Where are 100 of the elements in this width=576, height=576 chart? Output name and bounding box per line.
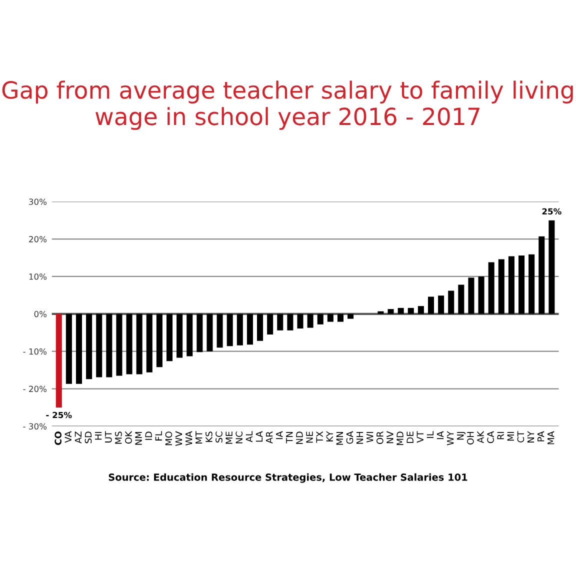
x-tick-label: WV <box>175 431 182 446</box>
x-tick-label: MO <box>165 432 172 446</box>
x-tick-label: RI <box>497 432 504 440</box>
bar <box>176 314 183 358</box>
x-tick-label: CO <box>54 432 62 445</box>
x-tick-label: NY <box>527 431 534 442</box>
bar <box>226 314 233 346</box>
bar <box>136 314 142 374</box>
bar <box>206 314 213 352</box>
x-tick-label: AK <box>477 430 484 444</box>
bar <box>438 296 444 314</box>
x-tick-label: AR <box>266 431 273 444</box>
x-tick-label: VT <box>416 431 424 443</box>
x-tick-label: MN <box>336 432 343 445</box>
data-label: - 25% <box>46 412 72 418</box>
x-tick-label: WY <box>447 431 454 446</box>
bar <box>468 278 474 314</box>
x-tick-label: TX <box>316 431 323 443</box>
x-tick-label: CT <box>517 431 524 442</box>
x-tick-label: NH <box>356 432 364 444</box>
y-tick-label: 0% <box>34 310 47 318</box>
bar <box>488 262 494 314</box>
bar <box>96 314 102 378</box>
bar <box>548 220 555 314</box>
x-tick-label: NE <box>306 432 313 443</box>
x-tick-label: FL <box>155 431 162 440</box>
bar <box>56 314 62 408</box>
bar <box>408 308 414 314</box>
x-tick-label: VA <box>64 431 72 443</box>
bar <box>126 314 132 374</box>
bar <box>106 314 112 378</box>
x-tick-label: HI <box>95 432 102 440</box>
bar <box>528 254 535 314</box>
bar <box>257 314 264 341</box>
bar <box>116 314 122 376</box>
x-tick-label: MD <box>396 432 404 445</box>
x-tick-label: AZ <box>74 432 82 444</box>
bar <box>236 314 243 346</box>
bar <box>86 314 92 380</box>
x-tick-label: CA <box>487 431 494 444</box>
y-tick-label: - 30% <box>23 423 47 430</box>
x-tick-label: ME <box>226 432 232 444</box>
x-tick-label: MT <box>196 431 202 444</box>
bar <box>458 284 464 314</box>
bar <box>76 314 82 384</box>
x-tick-label: OH <box>467 432 474 444</box>
y-tick-label: - 10% <box>23 348 47 355</box>
x-tick-label: OR <box>376 431 384 444</box>
x-tick-label: MS <box>115 432 122 444</box>
bar <box>277 314 284 330</box>
bar <box>378 311 384 314</box>
bar <box>146 314 152 372</box>
bar <box>398 308 404 314</box>
bar <box>418 306 424 314</box>
x-tick-label: ND <box>296 432 303 444</box>
x-tick-label: WA <box>186 431 192 446</box>
y-tick-label: 30% <box>29 198 47 205</box>
bar <box>518 256 525 314</box>
x-tick-label: KY <box>326 431 333 442</box>
bar <box>186 314 193 356</box>
bar <box>66 314 72 384</box>
y-tick-label: 20% <box>29 236 47 242</box>
bar <box>166 314 173 362</box>
x-tick-label: ID <box>145 432 152 440</box>
x-tick-label: IA <box>276 431 283 440</box>
bar <box>348 314 354 319</box>
y-tick-label: 10% <box>29 273 47 280</box>
bar <box>297 314 304 329</box>
bar <box>478 276 484 314</box>
x-tick-label: LA <box>256 431 263 442</box>
x-tick-label: MI <box>507 432 514 441</box>
x-tick-label: OK <box>125 430 132 444</box>
x-tick-label: NM <box>135 432 142 445</box>
y-tick-label: - 20% <box>23 386 47 392</box>
data-label: 25% <box>542 208 562 215</box>
bar <box>538 236 545 314</box>
chart-title: Gap from average teacher salary to family living wage in school year 2016 - 2017 <box>2 80 573 130</box>
bar <box>508 256 514 314</box>
x-tick-label: SC <box>216 432 222 443</box>
bar <box>246 314 253 345</box>
bar <box>156 314 162 368</box>
x-tick-label: NC <box>236 432 243 444</box>
bar <box>448 290 454 314</box>
bar <box>267 314 274 335</box>
bar <box>337 314 344 322</box>
bar <box>307 314 314 328</box>
x-tick-label: UT <box>105 431 112 442</box>
bar <box>388 309 394 314</box>
x-tick-label: AL <box>246 431 252 442</box>
x-tick-label: WI <box>366 432 374 442</box>
bar <box>498 259 504 314</box>
x-tick-label: IL <box>426 431 434 438</box>
x-tick-label: TN <box>286 432 293 444</box>
x-tick-label: NJ <box>457 432 466 440</box>
x-tick-label: GA <box>346 431 354 444</box>
x-tick-label: NV <box>386 431 394 444</box>
x-tick-label: SD <box>84 432 92 444</box>
bar <box>196 314 203 352</box>
bar <box>327 314 334 322</box>
x-tick-label: DE <box>406 432 414 443</box>
